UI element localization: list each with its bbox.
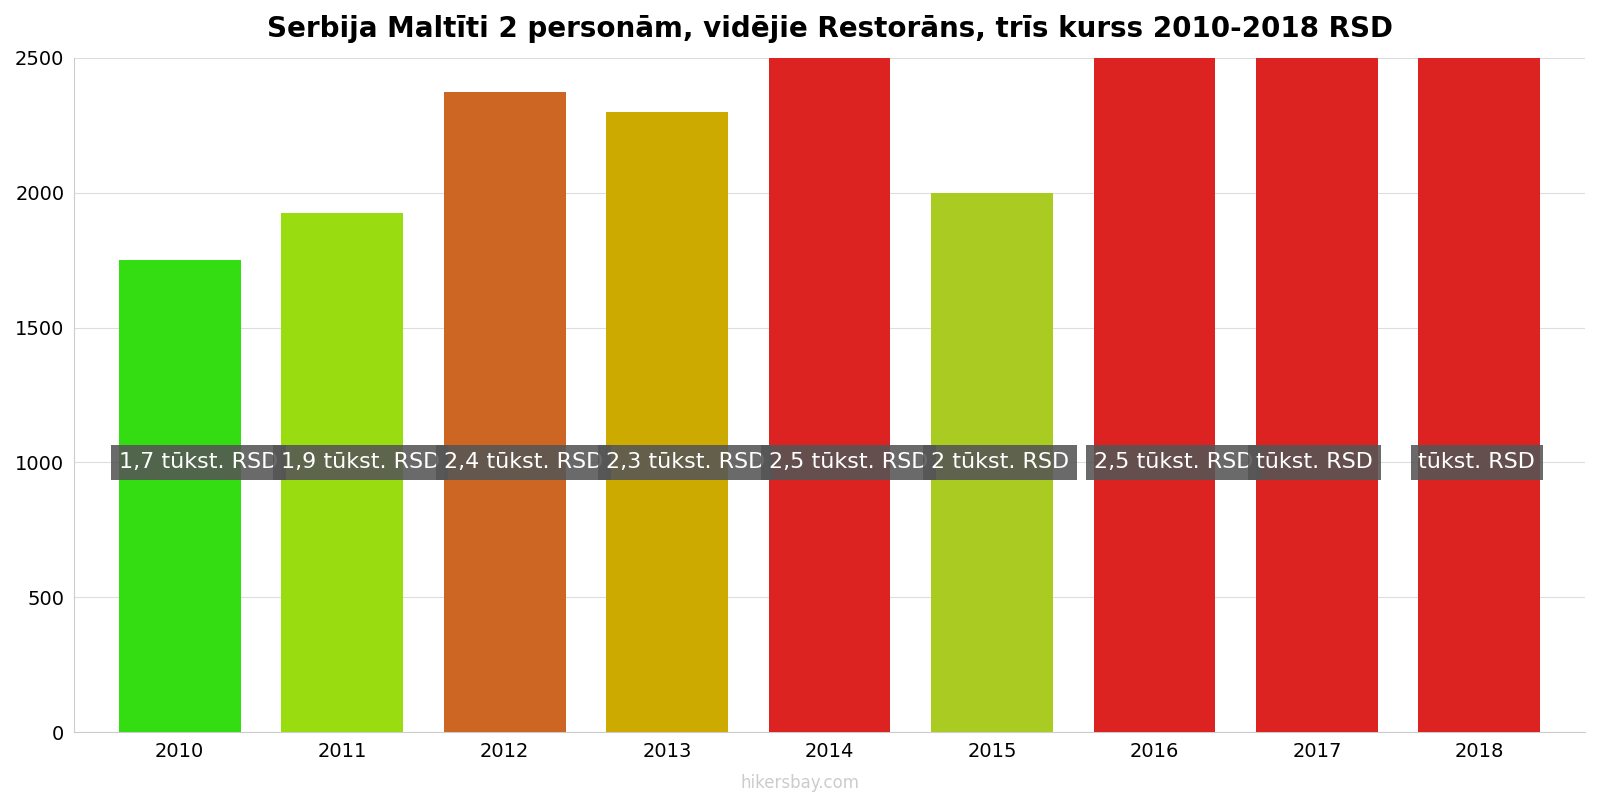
Bar [931,193,1053,732]
Bar [1419,58,1541,732]
Bar [768,58,891,732]
Bar [606,112,728,732]
Text: 1,9 tūkst. RSD: 1,9 tūkst. RSD [282,453,440,473]
Bar [1093,58,1216,732]
Text: 2 tūkst. RSD: 2 tūkst. RSD [931,453,1069,473]
Title: Serbija Maltīti 2 personām, vidējie Restorāns, trīs kurss 2010-2018 RSD: Serbija Maltīti 2 personām, vidējie Rest… [267,15,1392,43]
Bar [1256,58,1378,732]
Text: 2,5 tūkst. RSD: 2,5 tūkst. RSD [1093,453,1253,473]
Bar [282,213,403,732]
Text: 1,7 tūkst. RSD: 1,7 tūkst. RSD [118,453,278,473]
Text: 2,3 tūkst. RSD: 2,3 tūkst. RSD [606,453,765,473]
Text: 2,4 tūkst. RSD: 2,4 tūkst. RSD [443,453,603,473]
Bar [443,91,565,732]
Bar [118,260,240,732]
Text: tūkst. RSD: tūkst. RSD [1419,453,1536,473]
Text: hikersbay.com: hikersbay.com [741,774,859,792]
Text: tūkst. RSD: tūkst. RSD [1256,453,1373,473]
Text: 2,5 tūkst. RSD: 2,5 tūkst. RSD [768,453,928,473]
